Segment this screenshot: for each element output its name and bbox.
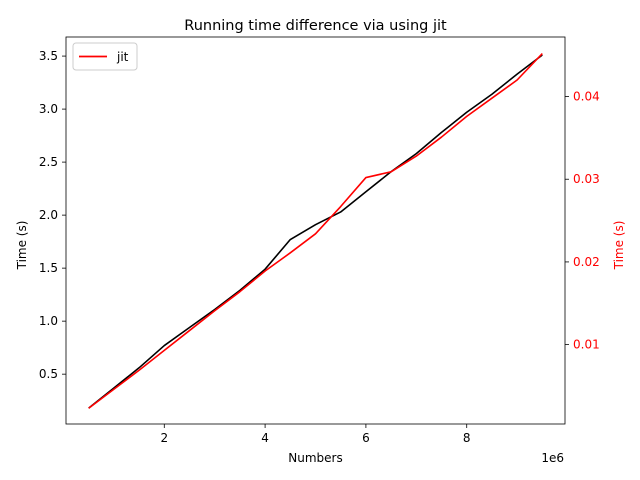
right-y-tick-label: 0.04 xyxy=(573,90,600,104)
x-axis-ticks: 2 4 6 8 xyxy=(160,424,471,445)
chart-title: Running time difference via using jit xyxy=(184,18,447,34)
left-y-axis-label: Time (s) xyxy=(15,221,29,271)
left-y-axis-ticks: 0.5 1.0 1.5 2.0 2.5 3.0 3.5 xyxy=(39,49,66,381)
series-line-jit xyxy=(88,52,543,409)
right-y-axis-ticks: 0.01 0.02 0.03 0.04 xyxy=(565,90,600,352)
x-tick-label: 4 xyxy=(261,431,269,445)
x-axis-label: Numbers xyxy=(288,451,342,465)
x-axis-offset-label: 1e6 xyxy=(541,451,564,465)
right-y-tick-label: 0.01 xyxy=(573,338,600,352)
left-y-tick-label: 3.0 xyxy=(39,102,58,116)
x-tick-label: 6 xyxy=(362,431,370,445)
legend: jit xyxy=(72,42,138,71)
left-y-tick-label: 0.5 xyxy=(39,367,58,381)
right-y-tick-label: 0.03 xyxy=(573,172,600,186)
left-y-tick-label: 2.0 xyxy=(39,208,58,222)
x-tick-label: 8 xyxy=(463,431,471,445)
left-y-tick-label: 1.0 xyxy=(39,314,58,328)
right-y-tick-label: 0.02 xyxy=(573,255,600,269)
series-line-baseline xyxy=(88,54,543,409)
series-layer xyxy=(88,52,543,409)
left-y-tick-label: 3.5 xyxy=(39,49,58,63)
plot-area xyxy=(65,36,566,425)
left-y-tick-label: 2.5 xyxy=(39,155,58,169)
x-tick-label: 2 xyxy=(160,431,168,445)
right-y-axis-label: Time (s) xyxy=(612,221,626,271)
left-y-tick-label: 1.5 xyxy=(39,261,58,275)
legend-label-jit: jit xyxy=(116,50,129,64)
axes-frame xyxy=(65,36,566,425)
